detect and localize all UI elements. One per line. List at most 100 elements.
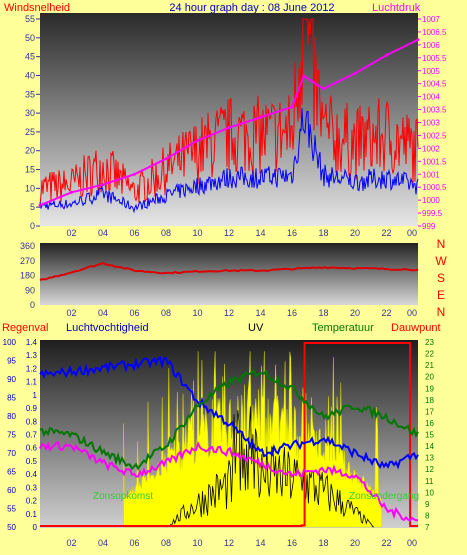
x-tick-label-p1: 14 xyxy=(255,228,265,238)
dewpoint-line xyxy=(39,440,419,522)
wind-axis-tick: 30 xyxy=(25,108,35,118)
wind-axis-tick: 55 xyxy=(25,14,35,24)
x-tick-label-p3: 00 xyxy=(407,538,417,548)
sunset-label: Zonsondergang xyxy=(349,491,419,502)
compass-letter: S xyxy=(437,271,445,285)
pressure-point xyxy=(385,53,388,57)
temperature-axis-tick: 14 xyxy=(425,442,434,451)
x-tick-label-p3: 22 xyxy=(381,538,391,548)
wind-axis-tick: 10 xyxy=(25,183,35,193)
x-tick-label-p1: 18 xyxy=(318,228,328,238)
pressure-axis-tick: 1005 xyxy=(422,67,440,76)
x-tick-label-p1: 12 xyxy=(224,228,234,238)
rain-axis-tick: 1.1 xyxy=(26,378,38,387)
humidity-axis-tick: 75 xyxy=(7,431,16,440)
pressure-axis-tick: 1000.5 xyxy=(422,183,447,192)
x-tick-label-p2: 02 xyxy=(66,308,76,318)
direction-axis-tick: 360 xyxy=(20,241,35,251)
pressure-point xyxy=(101,183,105,187)
pressure-axis-tick: 1002.5 xyxy=(422,131,447,140)
pressure-axis-tick: 999.5 xyxy=(422,209,443,218)
x-tick-label-p1: 22 xyxy=(381,228,391,238)
temperature-axis-tick: 7 xyxy=(425,523,430,532)
pressure-axis-tick: 1007 xyxy=(422,15,440,24)
rain-axis-tick: 1.3 xyxy=(26,351,38,360)
pressure-axis-tick: 1003 xyxy=(422,119,440,128)
humidity-axis-tick: 95 xyxy=(7,357,16,366)
compass-letter: W xyxy=(435,254,447,268)
wind-axis-tick: 25 xyxy=(25,127,35,137)
temperature-axis-tick: 20 xyxy=(425,373,434,382)
wind-axis-tick: 0 xyxy=(30,221,35,231)
pressure-point xyxy=(290,105,294,109)
x-tick-label-p2: 20 xyxy=(350,308,360,318)
rain-axis-tick: 1.2 xyxy=(26,364,38,373)
humidity-axis-tick: 60 xyxy=(7,486,16,495)
pressure-point xyxy=(353,71,357,75)
pressure-point xyxy=(133,172,136,176)
temperature-axis-tick: 17 xyxy=(425,407,434,416)
wind-axis-tick: 15 xyxy=(25,165,35,175)
temperature-axis-tick: 9 xyxy=(425,500,430,509)
rain-axis-tick: 0.3 xyxy=(26,483,38,492)
direction-axis-tick: 270 xyxy=(20,256,35,266)
x-tick-label-p3: 20 xyxy=(350,538,360,548)
pressure-axis-tick: 1004.5 xyxy=(422,80,447,89)
compass-letter: N xyxy=(437,305,446,319)
humidity-axis-tick: 65 xyxy=(7,468,16,477)
uv-label: UV xyxy=(248,322,264,334)
humidity-axis-tick: 55 xyxy=(7,505,16,514)
temperature-axis-tick: 21 xyxy=(425,361,434,370)
rain-axis-tick: 0.1 xyxy=(26,510,38,519)
x-tick-label-p3: 16 xyxy=(287,538,297,548)
temperature-axis-tick: 8 xyxy=(425,511,430,520)
header-left-label: Windsnelheid xyxy=(4,2,70,14)
humidity-line xyxy=(39,356,419,470)
temperature-line xyxy=(39,369,419,471)
compass-letter: N xyxy=(437,237,446,251)
x-tick-label-p2: 00 xyxy=(407,308,417,318)
x-tick-label-p3: 14 xyxy=(255,538,265,548)
sunrise-label: Zonsopkomst xyxy=(93,491,153,502)
temperature-axis-tick: 22 xyxy=(425,350,434,359)
x-tick-label-p2: 18 xyxy=(318,308,328,318)
temperature-axis-tick: 13 xyxy=(425,454,434,463)
solar-radiation-line xyxy=(165,406,375,528)
wind-direction-line xyxy=(39,261,419,281)
rain-axis-tick: 1.4 xyxy=(26,338,38,347)
x-tick-label-p2: 08 xyxy=(161,308,171,318)
pressure-axis-tick: 1004 xyxy=(422,93,440,102)
humidity-axis-tick: 90 xyxy=(7,375,16,384)
rain-axis-tick: 0.8 xyxy=(26,417,38,426)
rain-line xyxy=(40,342,418,527)
temperature-axis-tick: 16 xyxy=(425,419,434,428)
x-tick-label-p3: 06 xyxy=(129,538,139,548)
x-tick-label-p3: 02 xyxy=(66,538,76,548)
direction-axis-tick: 180 xyxy=(20,271,35,281)
humidity-label: Luchtvochtigheid xyxy=(66,322,149,334)
wind-gust-line xyxy=(39,18,419,206)
x-tick-label-p1: 04 xyxy=(98,228,108,238)
rain-axis-tick: 0 xyxy=(33,523,38,532)
pressure-point xyxy=(302,74,306,78)
x-tick-label-p1: 08 xyxy=(161,228,171,238)
humidity-axis-tick: 85 xyxy=(7,394,16,403)
pressure-point xyxy=(196,139,199,143)
pressure-axis-tick: 1006 xyxy=(422,41,440,50)
pressure-axis-tick: 1005.5 xyxy=(422,54,447,63)
humidity-axis-tick: 80 xyxy=(7,412,16,421)
wind-average-line xyxy=(39,108,419,214)
pressure-point xyxy=(227,126,231,130)
temperature-label: Temperatuur xyxy=(312,322,374,334)
rain-axis-tick: 1 xyxy=(33,391,38,400)
pressure-axis-tick: 999 xyxy=(422,222,436,231)
wind-direction-plot xyxy=(39,261,419,281)
x-tick-label-p1: 10 xyxy=(192,228,202,238)
wind-axis-tick: 40 xyxy=(25,70,35,80)
x-tick-label-p2: 14 xyxy=(255,308,265,318)
x-tick-label-p3: 12 xyxy=(224,538,234,548)
x-tick-label-p2: 04 xyxy=(98,308,108,318)
temperature-axis-tick: 19 xyxy=(425,384,434,393)
wind-axis-tick: 35 xyxy=(25,89,35,99)
